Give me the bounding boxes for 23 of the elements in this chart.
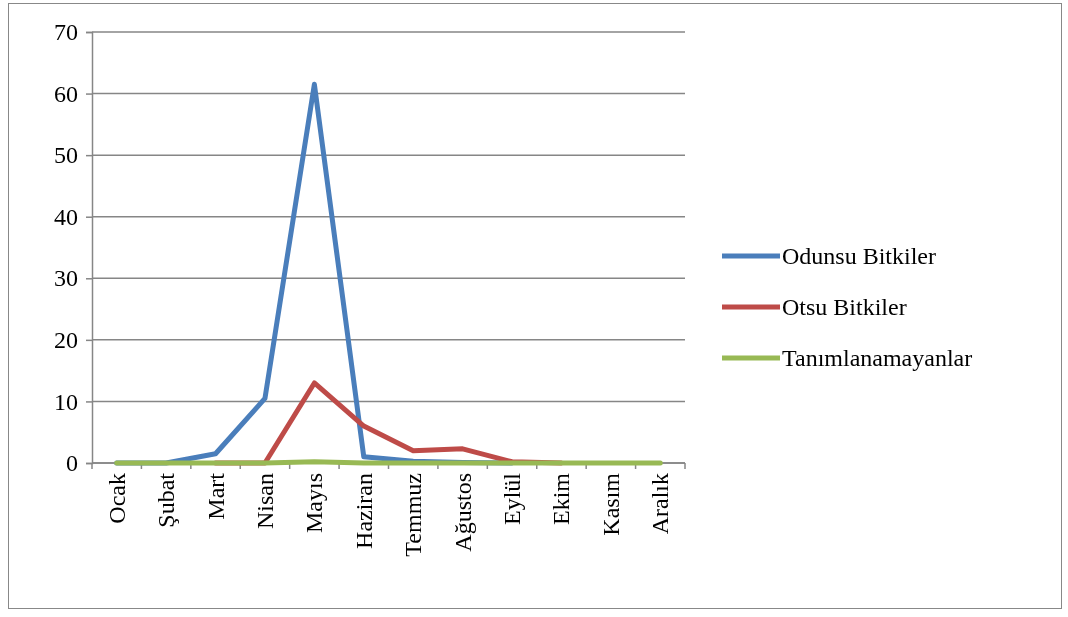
x-tick-label: Mart [202, 472, 229, 520]
y-tick-label: 40 [54, 203, 78, 230]
y-tick-label: 60 [54, 80, 78, 107]
x-tick-label: Ağustos [449, 473, 476, 552]
legend-label: Tanımlanamayanlar [782, 345, 973, 371]
x-tick-label: Haziran [350, 473, 377, 549]
x-tick-label: Ekim [548, 472, 575, 525]
x-tick-label: Ocak [103, 473, 130, 524]
y-tick-label: 10 [54, 388, 78, 415]
legend-label: Otsu Bitkiler [782, 294, 907, 320]
x-tick-label: Şubat [153, 472, 180, 528]
y-tick-label: 50 [54, 142, 78, 169]
x-tick-label: Mayıs [301, 473, 328, 533]
y-tick-label: 30 [54, 265, 78, 292]
x-tick-label: Kasım [597, 472, 624, 536]
y-tick-label: 20 [54, 327, 78, 354]
x-tick-label: Nisan [251, 473, 278, 529]
x-tick-label: Aralık [647, 473, 674, 535]
x-tick-label: Eylül [499, 472, 526, 525]
y-tick-label: 70 [54, 19, 78, 46]
y-tick-label: 0 [66, 450, 78, 477]
x-tick-label: Temmuz [400, 473, 427, 557]
legend-label: Odunsu Bitkiler [782, 243, 936, 269]
